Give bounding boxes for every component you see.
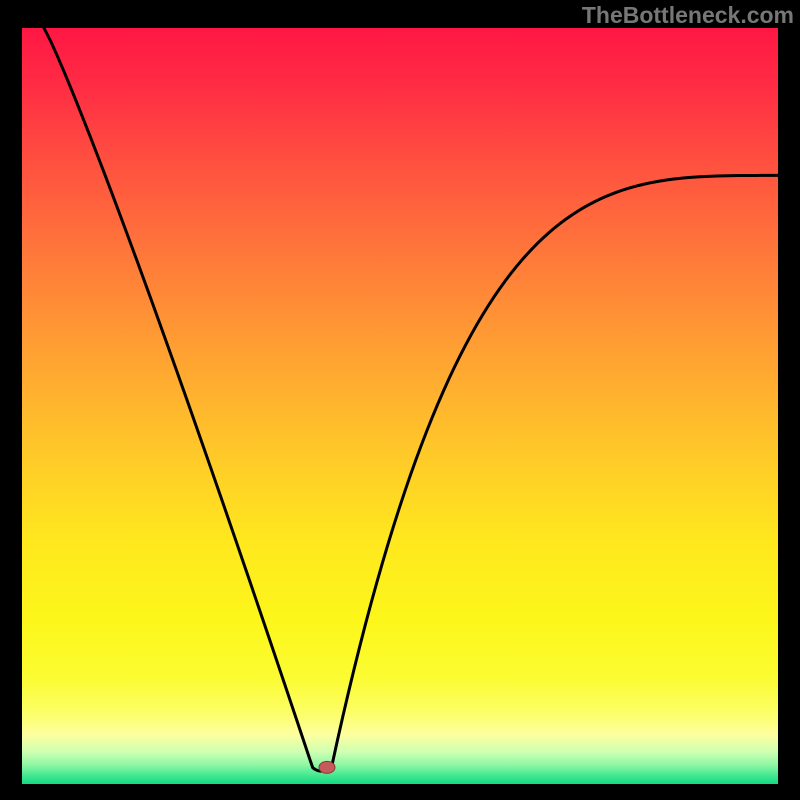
plot-area (22, 28, 778, 784)
chart-container: TheBottleneck.com (0, 0, 800, 800)
minimum-marker (319, 761, 335, 773)
curve-layer (22, 28, 778, 784)
bottleneck-curve (44, 28, 778, 771)
watermark-text: TheBottleneck.com (582, 2, 794, 29)
